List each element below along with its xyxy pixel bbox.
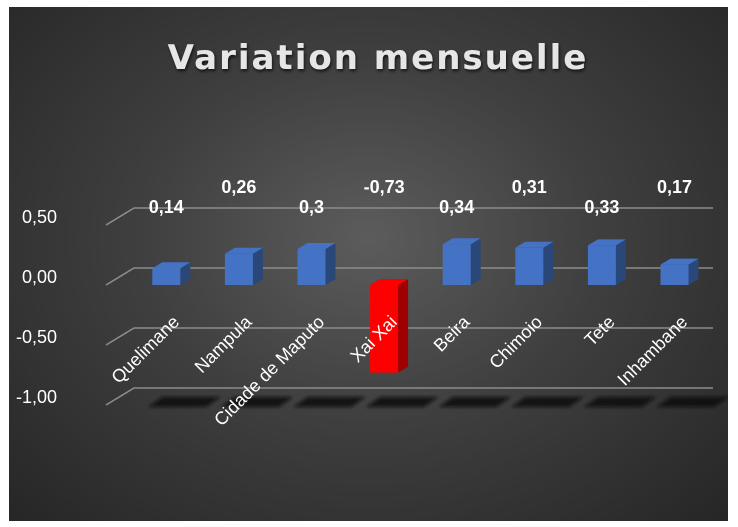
data-label: 0,31: [512, 177, 547, 197]
bar-front: [515, 247, 544, 285]
bar-front: [224, 253, 253, 285]
bar-top: [152, 262, 191, 269]
bar-front: [660, 264, 689, 285]
y-axis: 0,50 0,00 -0,50 -1,00: [16, 207, 57, 407]
bar: [442, 238, 481, 285]
bar-top: [515, 241, 554, 248]
data-label: 0,14: [149, 197, 184, 217]
bar-front: [442, 244, 471, 285]
data-label: 0,26: [221, 177, 256, 197]
bar: [660, 258, 699, 285]
data-labels: 0,14 0,26 0,3 -0,73 0,34 0,31 0,33 0,17: [149, 177, 692, 217]
bar-top: [370, 279, 409, 285]
x-tick-label: Beira: [430, 311, 475, 356]
bar: [224, 247, 263, 285]
bar: [370, 279, 409, 373]
floor-shadow: [438, 397, 511, 407]
bar-top: [224, 247, 263, 254]
bar-top: [297, 243, 336, 249]
y-tick-label: 0,50: [22, 207, 57, 227]
bar-top: [587, 239, 626, 246]
floor-shadow: [293, 397, 366, 407]
x-tick-label: Chimoio: [485, 312, 546, 373]
bar-front: [297, 249, 326, 285]
floor-shadow: [511, 397, 584, 407]
x-tick-label: Tete: [581, 312, 619, 350]
bar-side: [688, 258, 699, 285]
floor-shadow: [148, 397, 221, 407]
x-tick-label: Inhambane: [613, 312, 691, 390]
floor-shadows: [148, 397, 728, 407]
bar-front: [152, 268, 181, 285]
chart-title: Variation mensuelle: [168, 38, 589, 78]
y-tick-label: -0,50: [16, 327, 57, 347]
bar: [297, 243, 336, 285]
floor-shadow: [220, 397, 293, 407]
bar: [515, 241, 554, 285]
y-tick-label: -1,00: [16, 387, 57, 407]
floor-shadow: [656, 397, 728, 407]
bar-side: [180, 262, 191, 285]
bar-side: [325, 243, 336, 285]
x-tick-label: Quelimane: [107, 312, 183, 388]
bar-side: [470, 238, 481, 285]
x-tick-label: Nampula: [191, 311, 257, 377]
floor-shadow: [583, 397, 656, 407]
y-tick-label: 0,00: [22, 267, 57, 287]
bar-side: [252, 247, 263, 285]
bar-top: [660, 258, 699, 265]
data-label: 0,33: [584, 197, 619, 217]
bar: [587, 239, 626, 285]
data-label: -0,73: [364, 177, 405, 197]
bar-side: [543, 241, 554, 285]
bars: [152, 238, 699, 373]
data-label: 0,34: [439, 197, 474, 217]
chart-area: Variation mensuelle 0,50 0,00 -0,50 -1,00 Q…: [9, 7, 728, 521]
data-label: 0,17: [657, 177, 692, 197]
bar-chart: Variation mensuelle 0,50 0,00 -0,50 -1,00 Q…: [16, 38, 728, 430]
gridline: [105, 327, 713, 346]
bar-front: [370, 285, 399, 373]
bar-top: [442, 238, 481, 245]
gridline: [105, 387, 713, 406]
data-label: 0,3: [299, 197, 324, 217]
bar-side: [615, 239, 626, 285]
bar: [152, 262, 191, 285]
gridline: [105, 207, 713, 226]
floor-shadow: [366, 397, 439, 407]
bar-side: [398, 279, 409, 373]
bar-front: [587, 245, 616, 285]
